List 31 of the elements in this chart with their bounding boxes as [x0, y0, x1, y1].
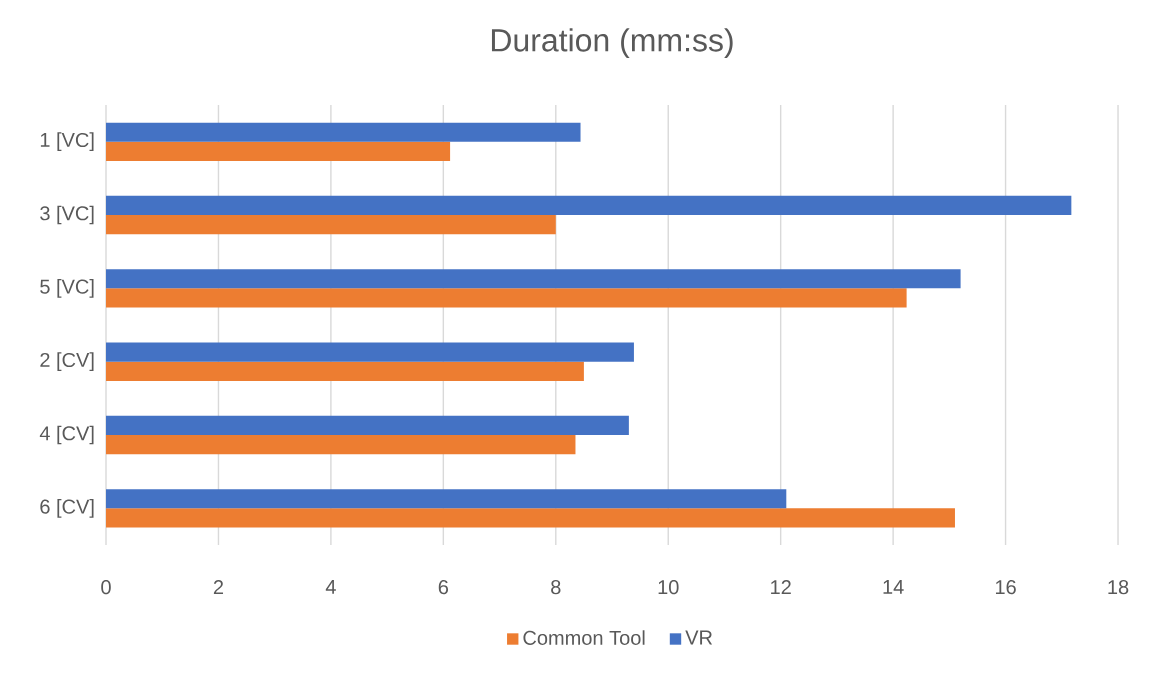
- x-tick-label: 18: [1108, 580, 1129, 595]
- bar: [106, 269, 961, 289]
- bar: [106, 342, 634, 362]
- y-tick-label: 2 [CV]: [40, 352, 94, 371]
- legend-label: Common Tool: [523, 630, 645, 645]
- bar: [106, 361, 584, 381]
- bar: [106, 215, 556, 235]
- x-tick-label: 8: [551, 580, 561, 595]
- bar: [106, 288, 907, 308]
- x-tick-label: 4: [325, 580, 336, 594]
- bar: [106, 508, 955, 528]
- chart-title: Duration (mm:ss): [491, 28, 733, 58]
- x-tick-label: 10: [658, 580, 679, 595]
- y-tick-label: 1 [VC]: [40, 132, 94, 151]
- y-tick-label: 6 [CV]: [40, 499, 94, 518]
- y-tick-label: 3 [VC]: [40, 205, 94, 225]
- x-tick-label: 14: [883, 580, 904, 594]
- bar: [106, 141, 451, 161]
- bar: [106, 122, 581, 142]
- bar: [106, 489, 787, 509]
- x-tick-label: 12: [771, 580, 791, 595]
- bar: [106, 435, 576, 455]
- bar: [106, 195, 1072, 216]
- bar: [106, 415, 629, 436]
- x-tick-label: 2: [213, 580, 224, 595]
- legend-label: VR: [685, 630, 713, 645]
- x-tick-label: 16: [995, 580, 1016, 595]
- y-tick-label: 4 [CV]: [39, 425, 94, 445]
- x-tick-label: 0: [101, 580, 111, 595]
- x-tick-label: 6: [438, 580, 449, 595]
- y-tick-label: 5 [VC]: [40, 279, 94, 298]
